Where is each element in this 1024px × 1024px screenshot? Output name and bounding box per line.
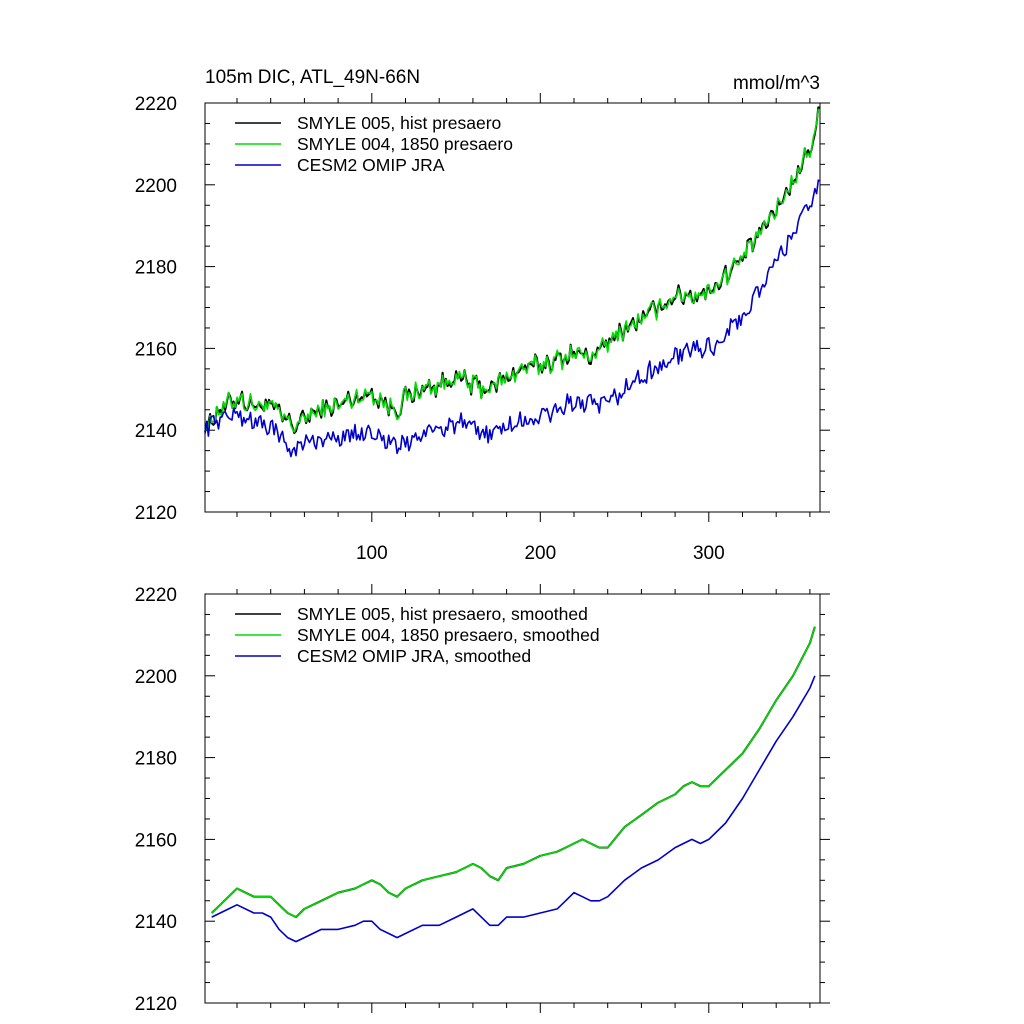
chart-title: 105m DIC, ATL_49N-66N [205,67,420,88]
legend-label: SMYLE 005, hist presaero, smoothed [297,604,588,624]
y-tick-label: 2160 [135,339,177,360]
y-tick-label: 2180 [135,749,177,770]
series-line-3 [204,179,821,458]
series-line-2 [211,626,816,918]
y-tick-label: 2220 [135,585,177,606]
y-tick-label: 2160 [135,830,177,851]
series-line-3 [211,675,816,943]
x-tick-label: 200 [524,543,556,564]
top-panel: 2120 2140 2160 2180 2200 2220 100 200 300 105m DI… [135,67,830,564]
y-tick-label: 2180 [135,258,177,279]
y-tick-label: 2120 [135,503,177,524]
y-tick-label: 2120 [135,994,177,1015]
y-tick-label: 2220 [135,94,177,115]
legend-label: CESM2 OMIP JRA, smoothed [297,646,531,666]
x-tick-label: 100 [356,543,388,564]
legend-label: SMYLE 004, 1850 presaero [297,134,513,154]
units-label: mmol/m^3 [733,73,820,94]
legend-label: SMYLE 005, hist presaero [297,113,501,133]
bottom-panel: 2120 2140 2160 2180 2200 2220 SMYLE 005, hist … [135,584,830,1015]
legend-label: SMYLE 004, 1850 presaero, smoothed [297,625,600,645]
y-tick-label: 2140 [135,421,177,442]
y-tick-label: 2200 [135,667,177,688]
y-tick-label: 2140 [135,912,177,933]
x-tick-label: 300 [693,543,725,564]
series-line-2 [204,108,821,433]
y-tick-label: 2200 [135,176,177,197]
legend-label: CESM2 OMIP JRA [297,155,445,175]
